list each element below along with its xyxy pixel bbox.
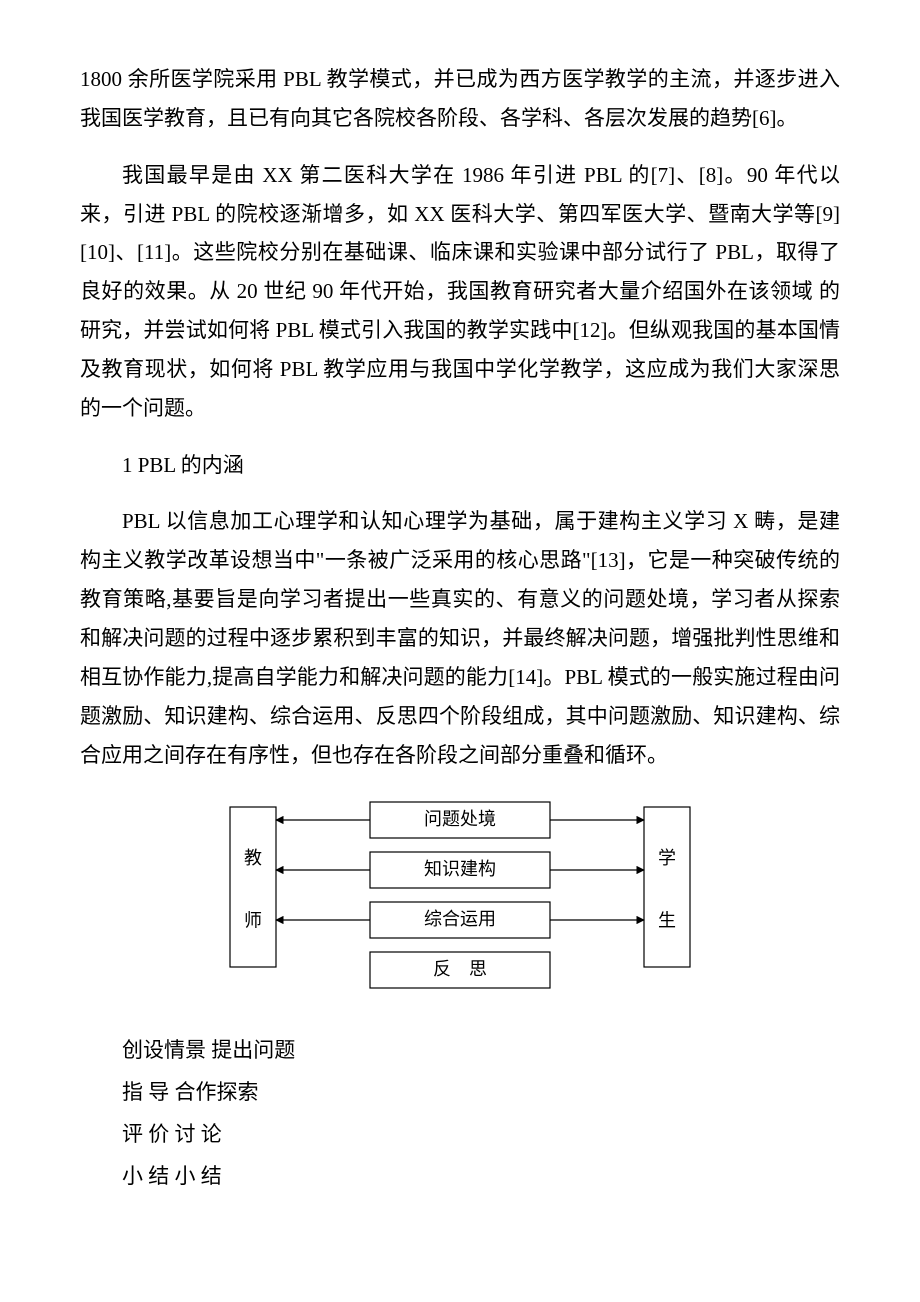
svg-text:反 思: 反 思: [433, 959, 487, 979]
section-1-title: 1 PBL 的内涵: [80, 446, 840, 485]
svg-text:知识建构: 知识建构: [424, 859, 496, 879]
svg-text:综合运用: 综合运用: [424, 909, 496, 929]
svg-text:问题处境: 问题处境: [424, 809, 496, 829]
list-line-4: 小 结 小 结: [80, 1155, 840, 1197]
paragraph-2: 我国最早是由 XX 第二医科大学在 1986 年引进 PBL 的[7]、[8]。…: [80, 156, 840, 428]
pbl-diagram-svg: 教师 学生 问题处境知识建构综合运用反 思: [210, 792, 710, 1007]
svg-text:师: 师: [244, 911, 262, 931]
paragraph-1: 1800 余所医学院采用 PBL 教学模式，并已成为西方医学教学的主流，并逐步进…: [80, 60, 840, 138]
svg-text:生: 生: [658, 911, 676, 931]
pbl-process-diagram: 教师 学生 问题处境知识建构综合运用反 思: [80, 792, 840, 1007]
list-line-3: 评 价 讨 论: [80, 1113, 840, 1155]
svg-text:教: 教: [244, 848, 262, 868]
list-line-2: 指 导 合作探索: [80, 1071, 840, 1113]
paragraph-3: PBL 以信息加工心理学和认知心理学为基础，属于建构主义学习 X 畴，是建构主义…: [80, 502, 840, 774]
svg-text:学: 学: [658, 848, 676, 868]
list-line-1: 创设情景 提出问题: [80, 1029, 840, 1071]
